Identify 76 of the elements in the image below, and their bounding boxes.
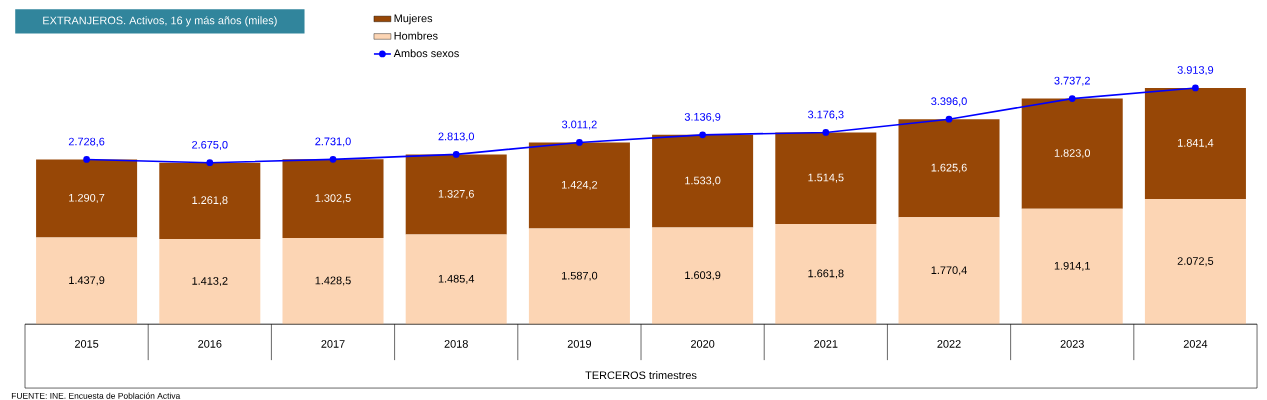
point: [1192, 84, 1199, 92]
data-label: 1.661,8: [808, 269, 844, 279]
data-label: 1.823,0: [1054, 149, 1091, 159]
bar: [282, 159, 384, 238]
data-label: 1.533,0: [685, 176, 721, 186]
x-tick-label: 2016: [198, 340, 222, 348]
legend-label: Hombres: [394, 31, 438, 40]
bar: [528, 142, 630, 229]
data-label: 1.841,4: [1178, 139, 1214, 149]
data-label: 2.675,0: [192, 140, 228, 150]
bar: [898, 119, 1000, 218]
x-tick-label: 2017: [321, 340, 345, 348]
x-tick-label: 2018: [444, 340, 468, 348]
x-tick-label: 2019: [567, 340, 592, 348]
point: [329, 155, 337, 163]
data-label: 1.428,5: [315, 276, 351, 286]
data-label: 1.603,9: [685, 271, 721, 281]
point: [1068, 95, 1076, 102]
data-label: 3.737,2: [1054, 76, 1090, 86]
point: [206, 159, 214, 167]
data-label: 2.728,6: [68, 137, 105, 147]
x-tick-label: 2020: [691, 340, 715, 348]
bar: [652, 134, 754, 228]
bar: [1021, 98, 1123, 209]
bar: [405, 234, 507, 325]
data-label: 1.485,4: [438, 274, 475, 284]
bar: [775, 223, 877, 325]
data-label: 1.261,8: [192, 196, 228, 206]
data-label: 3.136,9: [684, 112, 721, 123]
data-label: 1.302,5: [315, 194, 351, 204]
data-label: 2.072,5: [1177, 257, 1214, 267]
legend-label: Mujeres: [394, 14, 433, 25]
chart-title: EXTRANJEROS. Activos, 16 y más años (miles): [43, 16, 277, 27]
point: [822, 129, 830, 136]
point: [576, 139, 583, 146]
data-label: 1.770,4: [931, 266, 967, 276]
data-label: 3.913,9: [1177, 66, 1214, 76]
data-label: 1.587,0: [562, 271, 598, 281]
x-axis-title: TERCEROS trimestres: [585, 371, 697, 380]
bar: [1144, 87, 1246, 200]
data-label: 1.437,9: [69, 276, 105, 286]
point: [83, 156, 90, 163]
bar: [159, 162, 261, 239]
data-label: 1.914,1: [1054, 261, 1090, 271]
x-tick-label: 2021: [814, 340, 838, 348]
data-label: 3.011,2: [562, 120, 597, 130]
point: [945, 115, 953, 123]
bar: [36, 159, 138, 238]
point: [452, 151, 460, 158]
data-label: 3.176,3: [808, 110, 844, 120]
data-label: 3.396,0: [931, 97, 967, 107]
bar: [775, 132, 877, 224]
bar: [159, 238, 261, 325]
x-tick-label: 2023: [1060, 340, 1084, 348]
bar: [282, 237, 384, 325]
bar: [405, 154, 507, 235]
x-tick-label: 2024: [1183, 340, 1208, 348]
data-label: 1.424,2: [562, 180, 598, 190]
data-label: 2.813,0: [438, 132, 474, 142]
bar: [1021, 208, 1123, 325]
data-label: 1.327,6: [438, 189, 474, 199]
data-label: 2.731,0: [315, 137, 351, 147]
source-note: FUENTE: INE. Encuesta de Población Activa: [11, 392, 181, 399]
data-label: 1.514,5: [808, 173, 844, 183]
legend-label: Ambos sexos: [393, 49, 459, 58]
bar: [528, 228, 630, 325]
data-label: 1.290,7: [69, 193, 105, 203]
x-tick-label: 2015: [74, 340, 99, 348]
bar: [898, 217, 1000, 325]
data-label: 1.413,2: [192, 277, 228, 287]
bar: [1144, 199, 1246, 325]
data-label: 1.625,6: [931, 163, 967, 173]
bar: [36, 237, 138, 325]
bar: [652, 227, 754, 325]
x-tick-label: 2022: [937, 340, 961, 348]
point: [699, 131, 706, 139]
